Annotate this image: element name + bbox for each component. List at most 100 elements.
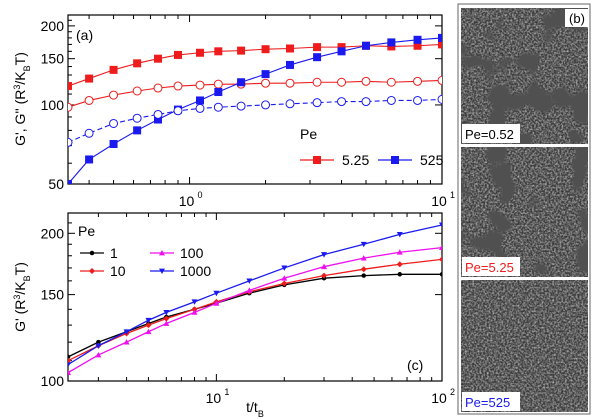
panel-a-data-point: [132, 113, 142, 123]
panel-c-data-point: [163, 315, 170, 322]
panel-c-legend: Pe 1 100 10 1000: [78, 223, 211, 279]
panel-a-series-line-1: [68, 79, 442, 108]
panel-c-legend-label: 1: [110, 245, 118, 261]
panel-c-data-point: [281, 280, 288, 287]
panel-a-data-point: [213, 79, 223, 89]
panel-a-data-point: [109, 118, 119, 128]
panel-a-data-point: [68, 137, 73, 147]
panel-c-data-point: [360, 255, 367, 261]
panel-c-data-point: [191, 299, 198, 305]
panel-c-plot-frame: [67, 212, 443, 382]
panel-a-data-point: [85, 155, 94, 164]
panel-a-data-point: [437, 94, 442, 104]
panel-c-legend-title: Pe: [78, 223, 95, 239]
panel-b-label-box: [565, 9, 589, 27]
panel-c-y-axis-label: G' (R3/KBT): [12, 262, 32, 332]
panel-c-data-point: [96, 339, 101, 345]
panel-a-data-point: [153, 109, 163, 119]
panel-a-legend-marker: [313, 156, 321, 164]
panel-a-data-point: [261, 70, 270, 79]
panel-c-label: (c): [407, 357, 423, 373]
panel-c-data-point: [321, 272, 328, 279]
panel-a-data-point: [285, 78, 295, 88]
panel-c-data-point: [321, 252, 328, 258]
panel-c-data-point: [163, 320, 170, 326]
panel-a-data-point: [237, 78, 246, 87]
panel-a-legend: Pe 5.25 525: [300, 126, 444, 168]
panel-c-data-point: [213, 300, 220, 306]
panel-b-micrographs: Pe=0.52 Pe=5.25 Pe=525 (b): [457, 3, 591, 415]
panel-a-data-point: [196, 48, 205, 57]
panel-c-y-tick-label: 200: [41, 225, 65, 241]
panel-a-series-line-2: [68, 37, 442, 184]
panel-a-data-point: [286, 44, 295, 53]
panel-a-data-point: [413, 35, 422, 44]
panel-a-data-point: [173, 81, 183, 91]
panel-a-data-point: [173, 50, 182, 59]
panel-a-data-point: [261, 78, 271, 88]
panel-a-data-point: [154, 54, 163, 63]
panel-a-data-point: [133, 59, 142, 68]
panel-c-data-point: [439, 244, 442, 251]
panel-a-x-tick-exponent: 0: [198, 190, 203, 200]
panel-c-data-point: [191, 309, 198, 315]
panel-c-data-point: [396, 261, 403, 268]
panel-c-x-axis-label: t/tB: [246, 399, 264, 419]
panel-a-data-point: [68, 180, 72, 184]
panel-c-y-tick-label: 150: [41, 287, 65, 303]
micrograph-label: Pe=525: [465, 395, 510, 410]
panel-a-data-point: [109, 140, 118, 149]
panel-a-label: (a): [76, 27, 93, 43]
panel-c-x-tick-label: 10: [431, 390, 447, 406]
panel-a-y-tick-label: 200: [41, 18, 65, 34]
panel-a-data-point: [285, 99, 295, 109]
panel-c-data-point: [439, 272, 442, 277]
panel-c-data-point: [321, 263, 328, 270]
panel-a-data-point: [237, 46, 246, 55]
panel-c-y-tick-label: 100: [41, 373, 65, 389]
panel-c-data-point: [360, 241, 367, 248]
panel-c-data-point: [68, 354, 71, 360]
panel-c-data-point: [163, 309, 170, 316]
panel-c-legend-marker: [89, 250, 95, 256]
panel-c-legend-marker: [159, 250, 165, 256]
panel-a-series-line-0: [68, 43, 442, 87]
panel-a-data-point: [313, 43, 322, 52]
panel-c-data-point: [213, 290, 220, 297]
micrograph-label: Pe=0.52: [465, 127, 514, 142]
panel-c-data-point: [439, 256, 442, 263]
panel-c-x-tick-label: 10: [206, 390, 222, 406]
panel-c-data-point: [246, 278, 253, 284]
panel-c-data-point: [246, 287, 253, 293]
panel-c-data-point: [191, 306, 198, 313]
panel-a-data-point: [312, 98, 322, 108]
panel-a-data-point: [213, 102, 223, 112]
panel-a-data-point: [214, 47, 223, 56]
panel-a-data-point: [413, 41, 422, 50]
panel-c-data-point: [396, 249, 403, 255]
panel-c-data-point: [145, 317, 152, 324]
panel-a-y-tick-label: 150: [41, 51, 65, 67]
panel-a-legend-marker: [391, 156, 399, 164]
panel-a-x-tick-exponent: 1: [450, 190, 455, 200]
panel-a-data-point: [438, 40, 442, 49]
panel-c-data-point: [123, 329, 130, 335]
panel-c-data-point: [281, 265, 288, 271]
panel-a-data-point: [387, 38, 396, 47]
panel-c-data-point: [396, 231, 403, 238]
panel-c-data-point: [95, 351, 102, 358]
micrograph-label-box: [462, 124, 520, 143]
micrograph-2: Pe=5.25: [461, 147, 588, 277]
panel-a-y-tick-label: 50: [48, 176, 64, 192]
panel-a-plot-frame: [67, 14, 443, 185]
panel-a-data-point: [84, 95, 94, 105]
panel-a-data-point: [133, 126, 142, 135]
panel-a-data-point: [153, 83, 163, 93]
panel-c-data-point: [439, 222, 442, 228]
panel-a-data-point: [68, 102, 73, 112]
panel-a-data-point: [85, 74, 94, 83]
panel-a-data-point: [286, 60, 295, 69]
panel-a-y-tick-label: 100: [41, 97, 65, 113]
